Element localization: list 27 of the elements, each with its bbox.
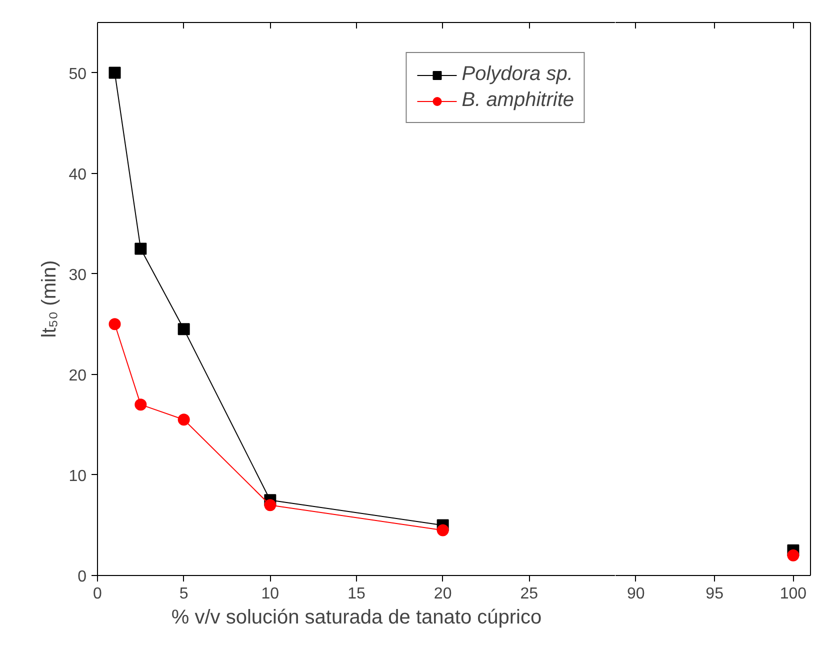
x-tick-label: 5 (179, 586, 188, 602)
point (178, 414, 190, 426)
point (108, 318, 121, 330)
x-tick-label: 90 (627, 586, 645, 602)
legend-label: Polydora sp. (462, 63, 573, 86)
point (178, 323, 190, 336)
y-axis-title: lt₅₀ (min) (38, 260, 61, 338)
legend-label: B. amphitrite (462, 89, 574, 112)
x-tick-label: 20 (434, 586, 452, 602)
point (134, 242, 147, 255)
y-tick-label: 50 (68, 66, 87, 83)
x-tick-label: 10 (261, 586, 280, 602)
x-axis-title: % v/v solución saturada de tanato cúprico (171, 606, 542, 628)
y-tick-label: 20 (68, 367, 87, 384)
x-tick-label: 25 (520, 586, 538, 602)
point (436, 524, 449, 536)
y-tick-label: 0 (78, 568, 87, 586)
x-tick-label: 0 (93, 586, 102, 602)
point (264, 499, 276, 512)
x-tick-label: 15 (348, 586, 366, 602)
y-tick-label: 10 (68, 468, 87, 485)
x-tick-label: 100 (780, 586, 807, 602)
y-tick-label: 40 (68, 166, 87, 184)
x-tick-label: 95 (706, 586, 724, 602)
y-tick-label: 30 (68, 266, 87, 284)
point (108, 66, 121, 79)
point (134, 398, 147, 411)
